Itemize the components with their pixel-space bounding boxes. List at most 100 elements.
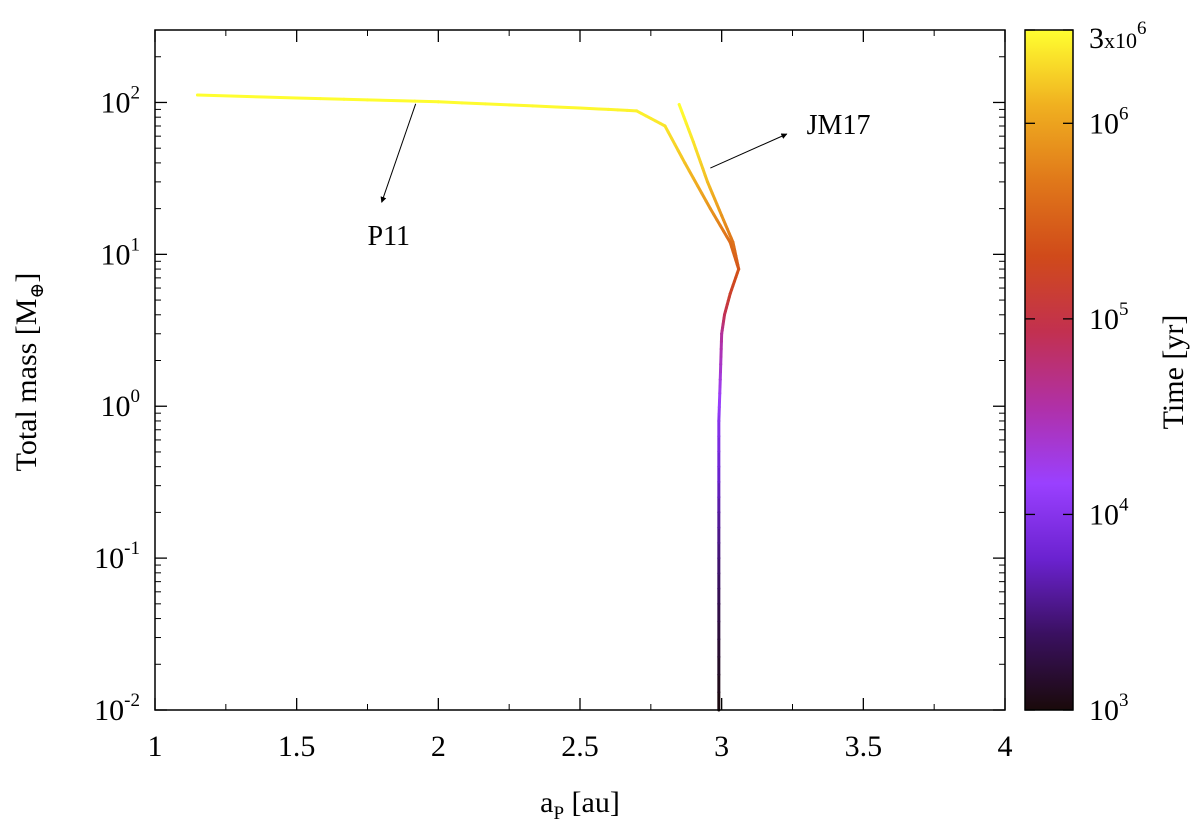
colorbar-tick-label: 105 xyxy=(1089,299,1129,336)
y-tick-base: 10 xyxy=(101,390,131,423)
series-segment xyxy=(229,94,249,98)
y-tick-label: 101 xyxy=(101,234,141,271)
x-axis-title: aP [au] xyxy=(540,786,620,824)
data-point xyxy=(717,602,721,606)
y-tick-label: 100 xyxy=(101,386,141,423)
series-segment xyxy=(507,103,535,108)
colorbar-tick-label: 106 xyxy=(1089,103,1129,140)
y-tick-label: 10-2 xyxy=(94,690,140,727)
colorbar-tick-exponent: 3 xyxy=(1119,690,1129,711)
colorbar-tick-exponent: 4 xyxy=(1119,494,1129,515)
colorbar-tick-exponent: 6 xyxy=(1119,103,1129,124)
annotation-arrow xyxy=(380,103,417,203)
y-tick-base: 10 xyxy=(94,694,124,727)
data-point xyxy=(196,93,199,97)
series-segment xyxy=(413,99,440,104)
colorbar-title: Time [yr] xyxy=(1157,315,1190,430)
y-tick-base: 10 xyxy=(94,542,124,575)
x-tick-label: 3 xyxy=(714,730,729,763)
series-segment xyxy=(389,99,417,103)
colorbar-tick-exponent: 5 xyxy=(1119,299,1129,320)
data-point xyxy=(720,214,724,217)
series-segment xyxy=(295,96,322,101)
colorbar-fill xyxy=(1024,29,1074,711)
data-point xyxy=(663,124,667,128)
x-tick-label: 1.5 xyxy=(278,730,316,763)
plot-frame xyxy=(154,29,1006,711)
y-tick-exponent: 2 xyxy=(131,82,141,103)
data-point xyxy=(578,106,582,110)
annotation-p11: P11 xyxy=(368,103,417,252)
y-axis-title: Total mass [M⊕] xyxy=(10,273,48,472)
y-tick-exponent: 0 xyxy=(131,386,141,407)
x-axis-title-rest: [au] xyxy=(564,786,620,819)
colorbar-tick-base: 10 xyxy=(1089,303,1119,336)
data-point xyxy=(717,419,721,423)
data-point xyxy=(635,109,639,113)
y-tick-label: 102 xyxy=(101,82,141,119)
colorbar-tick-base: x10 xyxy=(1104,28,1137,53)
data-point xyxy=(728,292,732,296)
data-point xyxy=(731,240,735,244)
data-point xyxy=(295,96,299,100)
x-tick-label: 2.5 xyxy=(561,730,599,763)
series-segment xyxy=(196,93,216,97)
y-tick-label: 10-1 xyxy=(94,538,140,575)
x-axis-title-sub: P xyxy=(553,803,564,824)
x-axis-title-main: a xyxy=(540,786,553,819)
x-tick-label: 4 xyxy=(998,730,1013,763)
data-point xyxy=(720,332,724,336)
annotation-jm17: JM17 xyxy=(710,110,871,169)
colorbar-tick-base: 10 xyxy=(1089,107,1119,140)
y-axis-title-rest: ] xyxy=(10,273,43,283)
y-tick-exponent: -1 xyxy=(124,538,140,559)
data-point xyxy=(718,378,722,381)
series-segment xyxy=(262,95,282,100)
series-segment xyxy=(278,96,299,100)
colorbar-tick-exponent: 6 xyxy=(1137,18,1147,39)
series-layer xyxy=(196,93,741,712)
annotation-label: JM17 xyxy=(807,110,871,141)
series-jm17 xyxy=(677,102,741,271)
colorbar-tick-label: 103 xyxy=(1089,690,1129,727)
y-tick-base: 10 xyxy=(101,86,131,119)
x-tick-label: 1 xyxy=(148,730,163,763)
colorbar-tick-base: 10 xyxy=(1089,498,1119,531)
series-segment xyxy=(436,100,464,105)
series-p11 xyxy=(196,93,741,712)
y-axis-title-sub: ⊕ xyxy=(27,283,48,299)
data-point xyxy=(737,267,741,271)
annotation-arrow xyxy=(710,133,788,169)
colorbar-tick-base: 10 xyxy=(1089,694,1119,727)
colorbar-tick-label: 3x106 xyxy=(1089,18,1147,55)
series-segment xyxy=(531,104,558,109)
x-axis: 1 1.5 2 2.5 3 3.5 4 xyxy=(148,30,1013,763)
series-segment xyxy=(366,98,393,103)
colorbar-tick-prefix: 3 xyxy=(1089,22,1104,55)
data-point xyxy=(683,161,687,165)
y-tick-exponent: 1 xyxy=(131,234,141,255)
data-point xyxy=(436,100,440,104)
series-segment xyxy=(212,93,233,98)
y-tick-base: 10 xyxy=(101,238,131,271)
data-point xyxy=(717,510,721,514)
data-point xyxy=(723,313,726,317)
series-segment xyxy=(342,97,369,102)
series-segment xyxy=(554,105,582,110)
series-segment xyxy=(245,94,266,99)
colorbar-tick-label: 104 xyxy=(1089,494,1129,531)
series-segment xyxy=(318,97,346,101)
series-segment xyxy=(460,101,488,106)
annotation-label: P11 xyxy=(368,221,411,252)
data-point xyxy=(677,103,681,106)
data-point xyxy=(706,180,709,184)
data-point xyxy=(708,207,712,211)
y-tick-exponent: -2 xyxy=(124,690,140,711)
y-axis-title-main: Total mass [M xyxy=(10,299,43,472)
annotation-layer: P11 JM17 xyxy=(368,103,871,252)
series-segment xyxy=(484,102,511,107)
data-point xyxy=(691,140,695,144)
